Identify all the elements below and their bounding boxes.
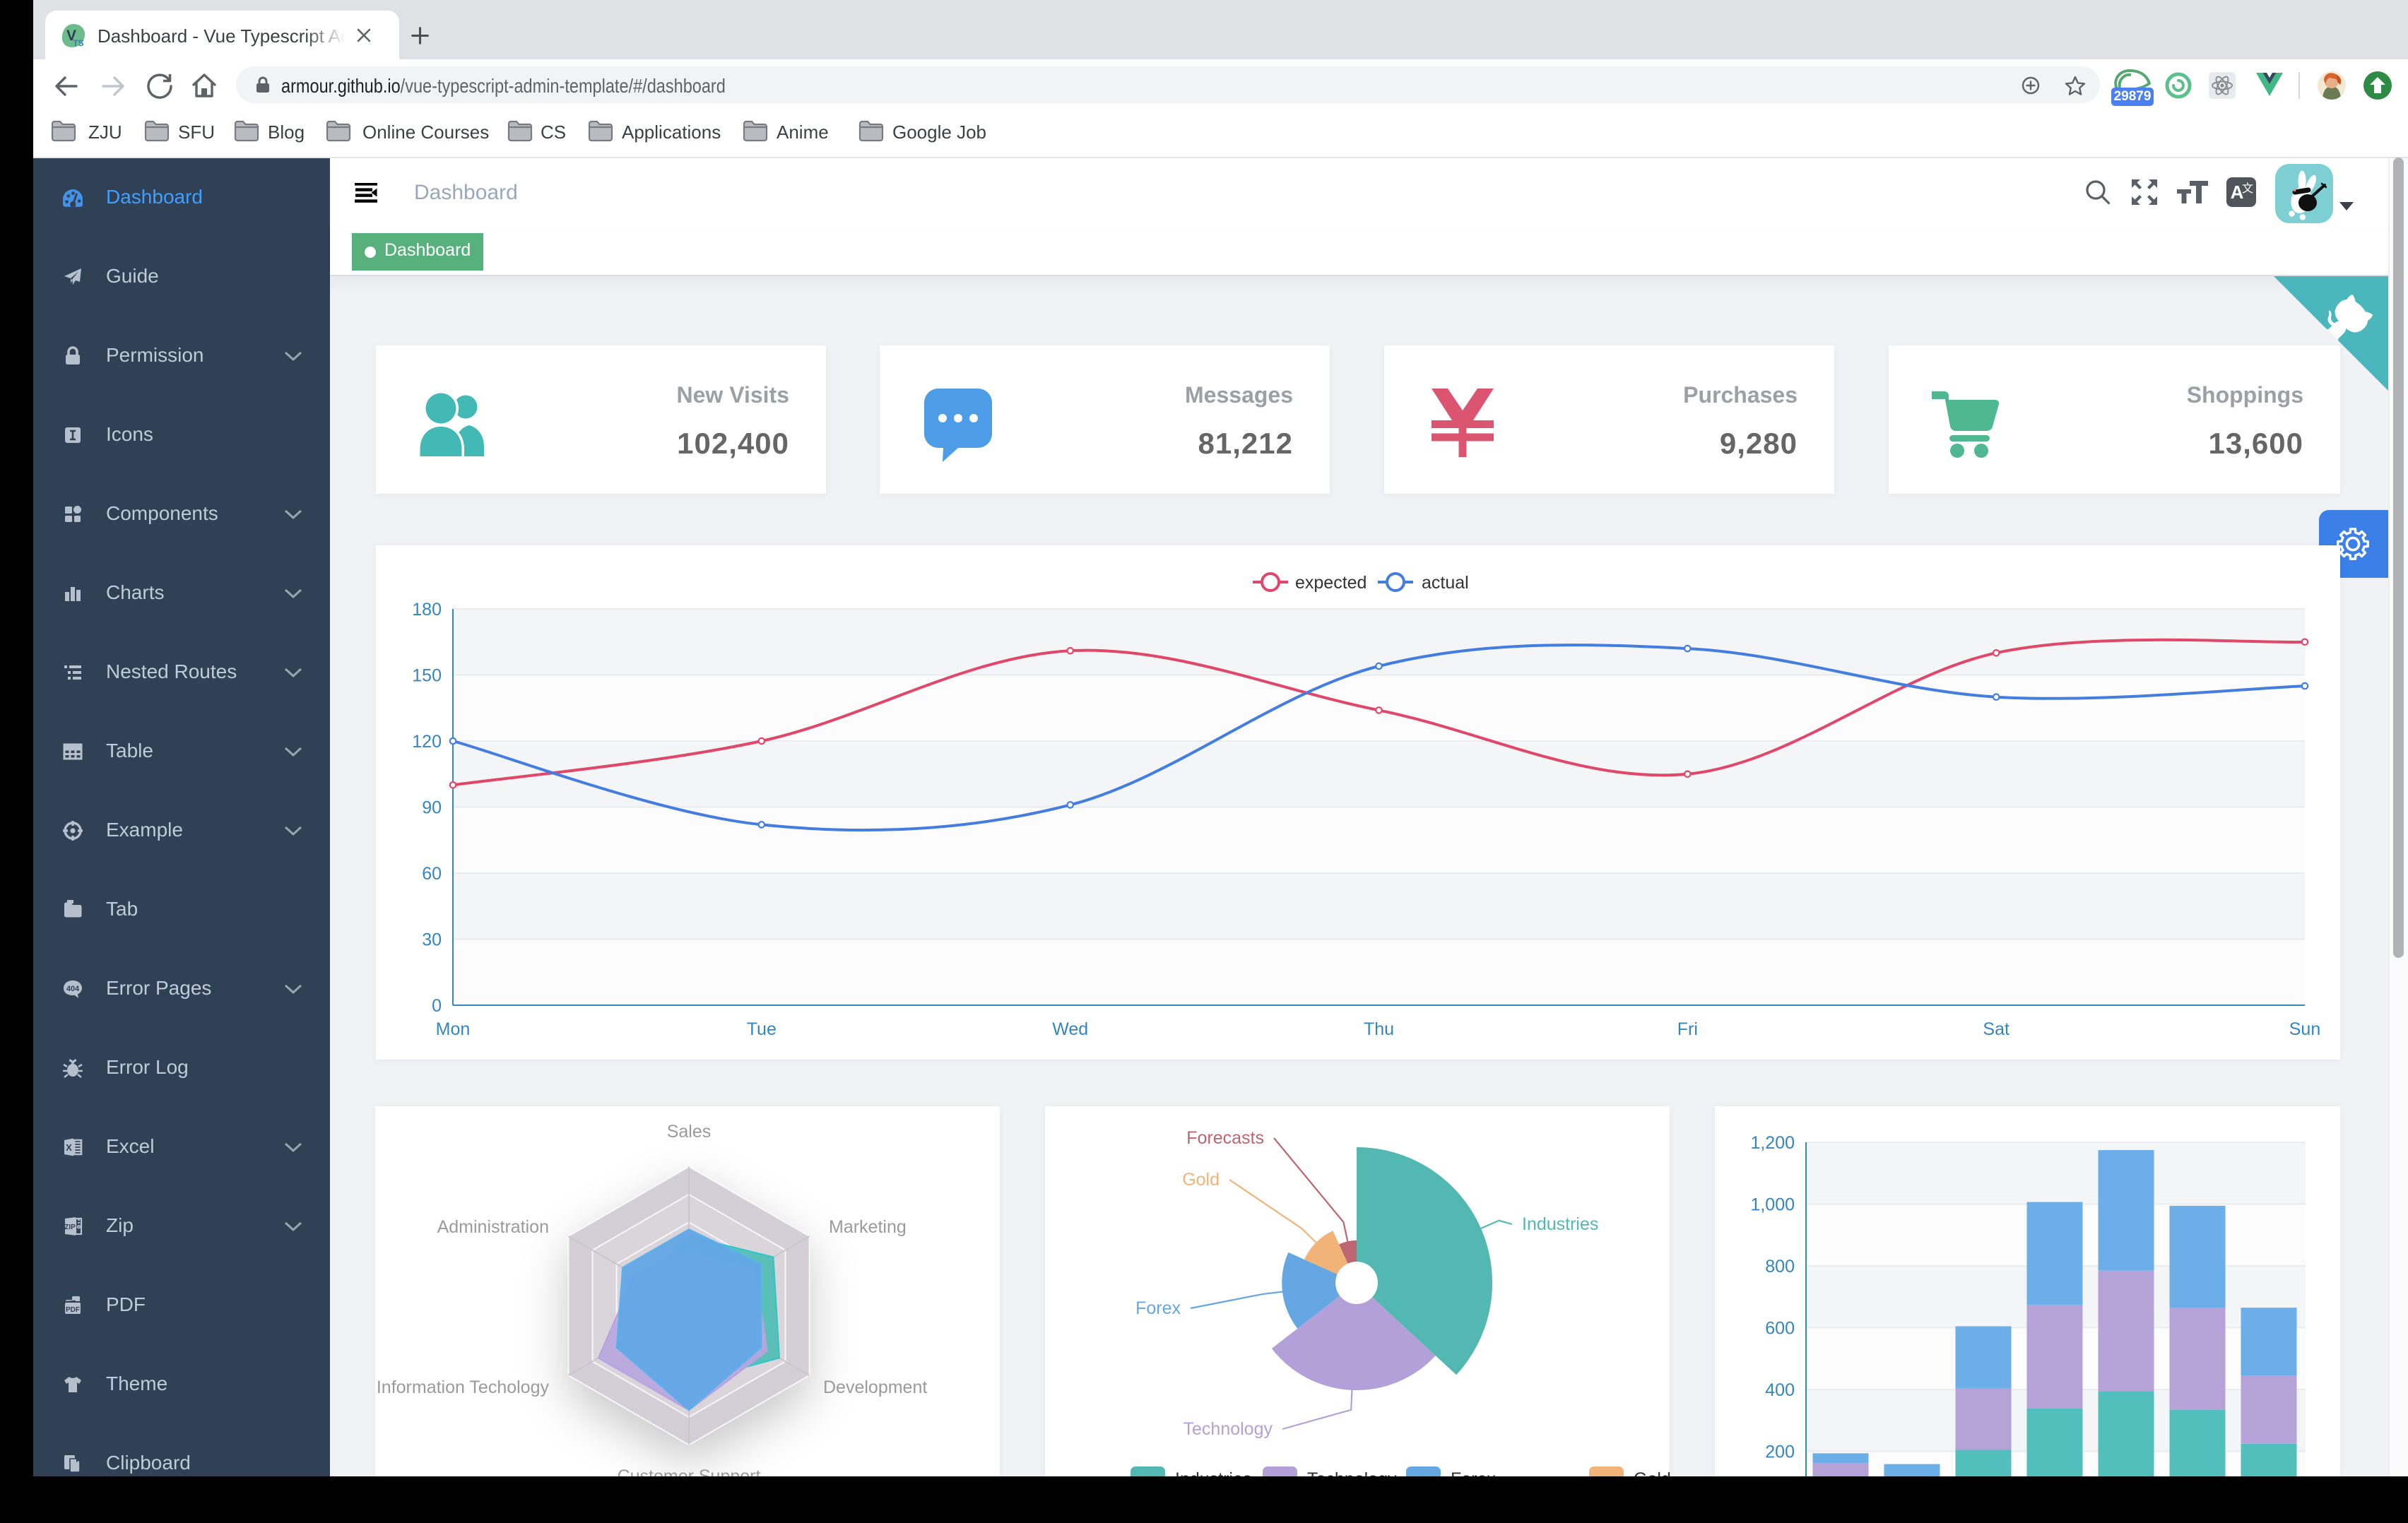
svg-text:V: V (66, 28, 76, 44)
svg-text:60: 60 (422, 864, 442, 884)
svg-text:0: 0 (432, 996, 442, 1016)
svg-text:ZIP: ZIP (64, 1223, 76, 1231)
svg-text:Fri: Fri (1677, 1019, 1698, 1039)
svg-text:600: 600 (1765, 1319, 1795, 1339)
svg-text:90: 90 (422, 798, 442, 818)
svg-text:800: 800 (1765, 1257, 1795, 1276)
svg-text:PDF: PDF (66, 1306, 80, 1314)
svg-text:Development: Development (823, 1377, 927, 1397)
svg-text:expected: expected (1295, 573, 1367, 593)
svg-text:Technology: Technology (1184, 1419, 1273, 1439)
svg-text:X: X (66, 1142, 72, 1153)
svg-text:200: 200 (1765, 1442, 1795, 1462)
svg-text:TS: TS (73, 38, 83, 48)
svg-text:Thu: Thu (1364, 1019, 1394, 1039)
svg-text:Industries: Industries (1522, 1214, 1598, 1234)
svg-text:Marketing: Marketing (829, 1217, 907, 1237)
svg-text:Wed: Wed (1052, 1019, 1088, 1039)
svg-text:Sat: Sat (1983, 1019, 2009, 1039)
svg-text:文: 文 (2242, 182, 2253, 195)
svg-text:120: 120 (412, 732, 442, 752)
svg-text:150: 150 (412, 666, 442, 686)
svg-text:Tue: Tue (747, 1019, 777, 1039)
svg-text:Forecasts: Forecasts (1186, 1128, 1264, 1148)
svg-text:Administration: Administration (437, 1217, 549, 1237)
svg-text:30: 30 (422, 930, 442, 950)
svg-text:180: 180 (412, 600, 442, 620)
svg-text:Information Techology: Information Techology (377, 1377, 550, 1397)
svg-text:Forex: Forex (1135, 1298, 1181, 1318)
svg-text:1,200: 1,200 (1750, 1133, 1795, 1153)
svg-text:1,000: 1,000 (1750, 1195, 1795, 1215)
svg-text:Gold: Gold (1182, 1170, 1220, 1190)
svg-text:actual: actual (1422, 573, 1469, 593)
svg-text:A: A (2231, 182, 2244, 203)
svg-text:400: 400 (1765, 1380, 1795, 1400)
svg-text:Mon: Mon (436, 1019, 471, 1039)
svg-text:Sales: Sales (667, 1122, 712, 1142)
svg-text:404: 404 (66, 985, 80, 993)
svg-text:Sun: Sun (2289, 1019, 2320, 1039)
